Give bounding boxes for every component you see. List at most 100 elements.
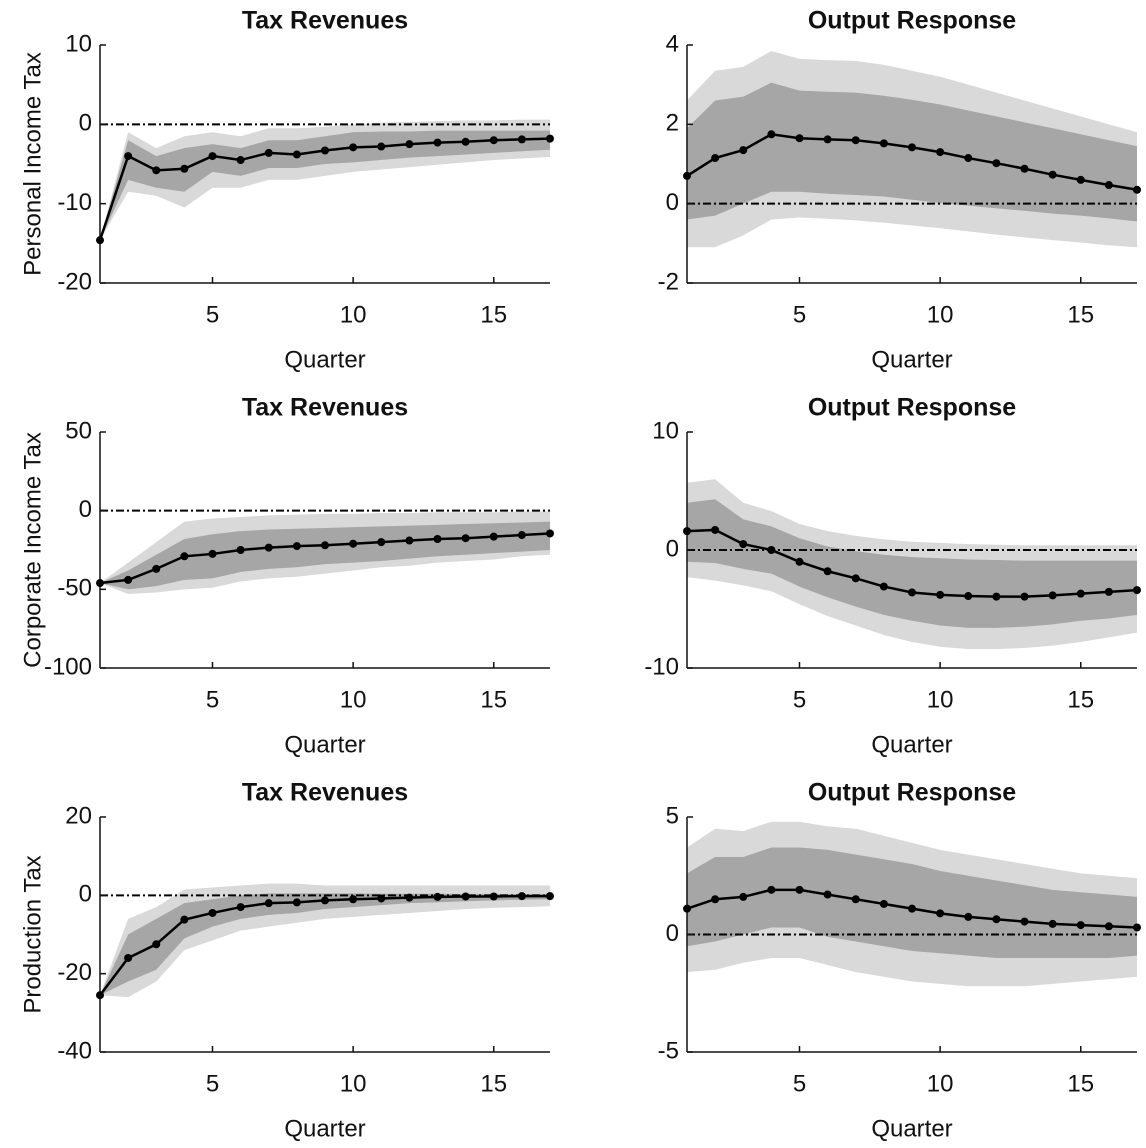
- subplot-title: Output Response: [808, 394, 1016, 422]
- x-axis-label: Quarter: [284, 731, 365, 758]
- x-tick-label: 10: [340, 686, 367, 713]
- series-marker: [851, 136, 860, 145]
- y-axis-label: Personal Income Tax: [19, 52, 46, 276]
- series-marker: [683, 171, 691, 180]
- x-tick-label: 15: [480, 301, 507, 328]
- x-tick-label: 10: [927, 301, 954, 328]
- series-marker: [1048, 170, 1057, 179]
- series-marker: [405, 536, 414, 545]
- x-tick-label: 5: [793, 1070, 806, 1097]
- subplot-title: Tax Revenues: [242, 779, 408, 807]
- series-marker: [546, 892, 554, 901]
- series-marker: [433, 892, 442, 901]
- series-marker: [292, 898, 301, 907]
- series-marker: [1076, 175, 1085, 184]
- confidence-band: [687, 82, 1137, 222]
- y-tick-label: -20: [57, 268, 92, 295]
- series-marker: [879, 899, 888, 908]
- x-tick-label: 5: [206, 686, 219, 713]
- series-marker: [124, 575, 133, 584]
- x-tick-label: 15: [480, 686, 507, 713]
- series-marker: [739, 540, 748, 549]
- series-marker: [349, 539, 358, 548]
- series-marker: [1020, 592, 1029, 601]
- series-marker: [152, 166, 161, 175]
- y-tick-label: 0: [666, 189, 679, 216]
- series-marker: [936, 148, 945, 157]
- series-marker: [377, 538, 386, 547]
- series-marker: [795, 134, 804, 143]
- y-tick-label: 10: [65, 30, 92, 57]
- series-marker: [180, 164, 189, 173]
- series-marker: [517, 531, 526, 540]
- y-tick-label: 0: [666, 920, 679, 947]
- series-marker: [377, 142, 386, 151]
- series-marker: [208, 549, 217, 558]
- y-tick-label: -2: [658, 268, 679, 295]
- x-tick-label: 10: [927, 1070, 954, 1097]
- y-tick-label: 10: [652, 417, 679, 444]
- series-marker: [964, 154, 973, 163]
- y-tick-label: 0: [79, 496, 92, 523]
- series-marker: [711, 895, 720, 904]
- x-tick-label: 5: [793, 301, 806, 328]
- x-tick-label: 15: [480, 1070, 507, 1097]
- series-marker: [405, 140, 414, 149]
- series-marker: [936, 909, 945, 918]
- series-marker: [236, 546, 245, 554]
- series-marker: [767, 130, 776, 139]
- x-tick-label: 15: [1067, 1070, 1094, 1097]
- y-tick-label: -5: [658, 1037, 679, 1064]
- series-marker: [517, 135, 526, 144]
- series-marker: [992, 592, 1001, 601]
- series-marker: [823, 135, 832, 144]
- series-marker: [767, 885, 776, 894]
- series-marker: [1133, 923, 1141, 932]
- series-marker: [546, 134, 554, 143]
- x-tick-label: 10: [340, 301, 367, 328]
- series-marker: [1076, 921, 1085, 930]
- series-marker: [992, 915, 1001, 924]
- x-axis-label: Quarter: [871, 346, 952, 373]
- confidence-band: [687, 847, 1137, 958]
- x-tick-label: 15: [1067, 686, 1094, 713]
- series-marker: [152, 564, 161, 573]
- series-marker: [879, 582, 888, 591]
- y-axis-label: Corporate Income Tax: [19, 432, 46, 668]
- subplot-title: Output Response: [808, 779, 1016, 807]
- y-tick-label: -100: [44, 653, 92, 680]
- series-marker: [96, 991, 104, 1000]
- series-marker: [879, 139, 888, 148]
- series-marker: [1048, 919, 1057, 928]
- series-marker: [377, 894, 386, 903]
- series-marker: [711, 154, 720, 163]
- x-tick-label: 15: [1067, 301, 1094, 328]
- series-marker: [489, 136, 498, 145]
- series-marker: [180, 915, 189, 924]
- y-axis-label: Production Tax: [19, 855, 46, 1013]
- series-marker: [851, 574, 860, 583]
- x-tick-label: 10: [340, 1070, 367, 1097]
- series-marker: [1020, 917, 1029, 926]
- series-marker: [349, 143, 358, 152]
- y-tick-label: 2: [666, 110, 679, 137]
- series-marker: [683, 904, 691, 913]
- series-marker: [1020, 164, 1029, 173]
- series-marker: [908, 904, 916, 913]
- series-marker: [96, 579, 104, 588]
- series-marker: [795, 557, 804, 566]
- y-tick-label: 4: [666, 30, 679, 57]
- x-tick-label: 5: [793, 686, 806, 713]
- series-marker: [321, 541, 329, 550]
- series-marker: [1048, 591, 1057, 600]
- series-marker: [908, 143, 916, 152]
- series-marker: [1104, 181, 1113, 190]
- x-tick-label: 5: [206, 301, 219, 328]
- series-marker: [936, 590, 945, 599]
- series-marker: [264, 543, 273, 552]
- series-marker: [292, 542, 301, 551]
- confidence-band: [100, 893, 550, 996]
- series-marker: [489, 892, 498, 901]
- series-marker: [795, 885, 804, 894]
